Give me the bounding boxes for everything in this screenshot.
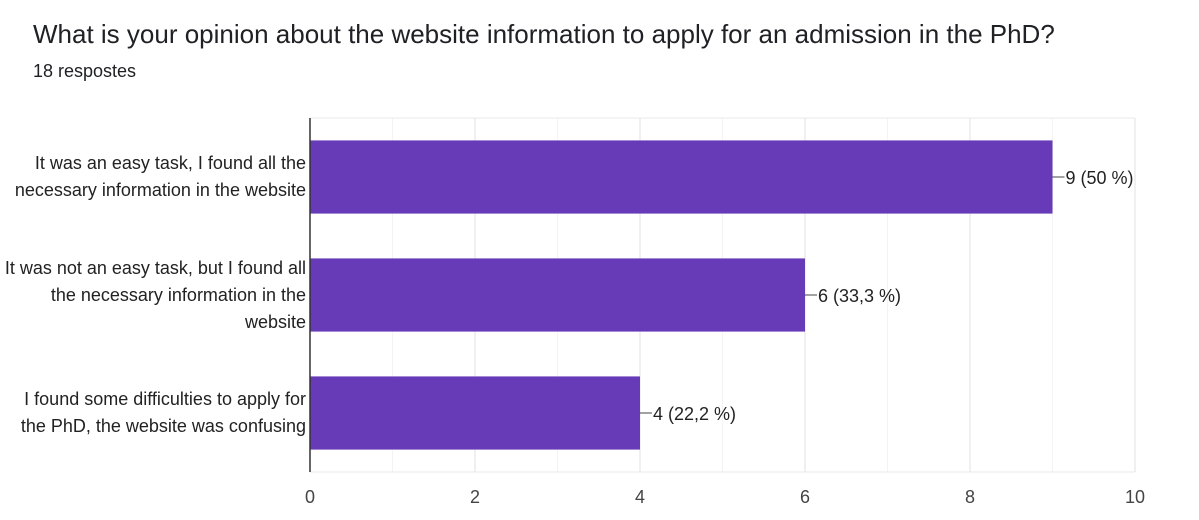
category-label: I found some difficulties to apply for t… [20, 389, 306, 436]
value-label: 6 (33,3 %) [818, 286, 901, 306]
x-tick-label: 4 [635, 487, 645, 507]
x-tick-label: 2 [470, 487, 480, 507]
chart-title: What is your opinion about the website i… [33, 19, 1055, 49]
x-tick-label: 10 [1125, 487, 1145, 507]
bar [310, 376, 640, 450]
bar [310, 258, 805, 332]
x-tick-label: 0 [305, 487, 315, 507]
value-label: 4 (22,2 %) [653, 404, 736, 424]
value-label: 9 (50 %) [1066, 168, 1134, 188]
x-tick-label: 6 [800, 487, 810, 507]
category-label: It was not an easy task, but I found all… [4, 257, 306, 332]
x-tick-label: 8 [965, 487, 975, 507]
chart-subtitle: 18 respostes [33, 61, 136, 81]
bar [310, 140, 1053, 214]
category-label: It was an easy task, I found all the nec… [14, 153, 306, 200]
